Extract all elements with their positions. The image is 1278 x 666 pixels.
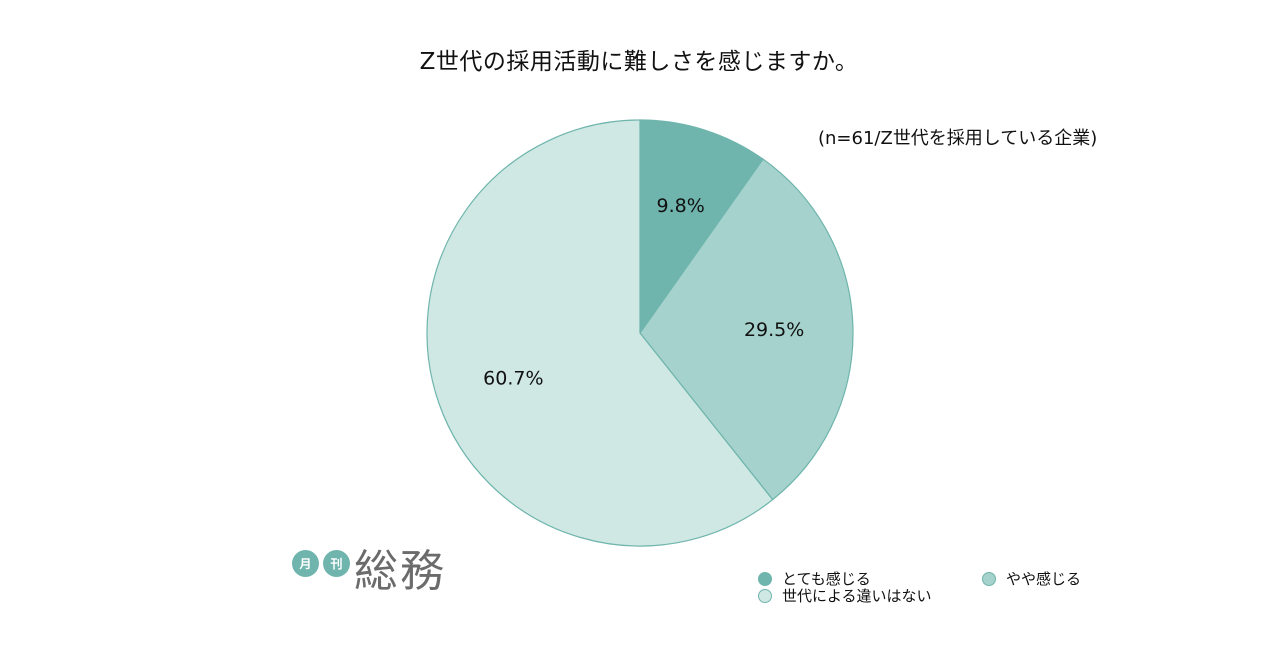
legend-item-very: とても感じる	[758, 568, 871, 589]
sample-size-note: (n=61/Z世代を採用している企業)	[818, 128, 1098, 149]
legend-label-very: とても感じる	[782, 570, 871, 588]
legend-label-somewhat: やや感じる	[1006, 570, 1082, 588]
logo-badge-publication: 刊	[323, 550, 350, 577]
legend-item-somewhat: やや感じる	[982, 568, 1081, 589]
legend-label-no-difference: 世代による違いはない	[782, 587, 932, 605]
logo-wordmark: 総務	[354, 546, 446, 597]
pie-slice-no-difference	[426, 119, 774, 547]
pie-slice-very	[639, 119, 764, 335]
logo-badge-month: 月	[292, 550, 319, 577]
data-label-somewhat: 29.5%	[744, 319, 804, 341]
data-label-no-difference: 60.7%	[483, 367, 543, 389]
chart-title: Z世代の採用活動に難しさを感じますか。	[419, 49, 859, 75]
legend-swatch-somewhat	[982, 571, 996, 586]
publisher-logo: 月 刊 総務	[292, 546, 452, 602]
legend-swatch-no-difference	[758, 588, 772, 603]
legend-item-no-difference: 世代による違いはない	[758, 585, 932, 606]
pie-slice-somewhat	[639, 158, 854, 501]
data-label-very: 9.8%	[657, 195, 705, 217]
legend-swatch-very	[758, 571, 772, 586]
